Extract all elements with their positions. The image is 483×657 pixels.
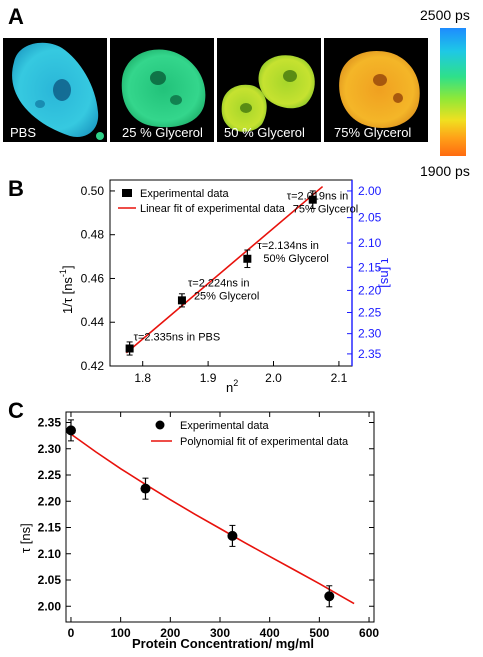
y2-tick-label: 2.15	[358, 260, 382, 274]
microscopy-image-25-glycerol: 25 % Glycerol	[110, 38, 214, 142]
y2-tick-label: 2.20	[358, 283, 382, 297]
chart-b: 0.42 0.44 0.46 0.48 0.50 2.00 2.05 2.10 2.15 2.2…	[58, 179, 393, 395]
image-label-50-glycerol: 50 % Glycerol	[224, 125, 305, 140]
x-tick-label: 200	[160, 626, 180, 640]
data-point	[243, 254, 252, 263]
y2-tick-label: 2.25	[358, 306, 382, 320]
microscopy-image-pbs: PBS	[3, 38, 107, 142]
y-tick-label: 2.25	[38, 468, 62, 482]
y-tick-label: 0.42	[81, 359, 105, 373]
legend-polynomial-fit: Polynomial fit of experimental data	[180, 436, 349, 448]
x-tick-label: 600	[359, 626, 379, 640]
polynomial-fit-curve	[70, 433, 355, 605]
image-label-pbs: PBS	[10, 125, 36, 140]
data-point	[140, 483, 151, 494]
panel-c-letter: C	[8, 398, 24, 423]
y2-tick-label: 2.10	[358, 236, 382, 250]
panel-b-letter: B	[8, 176, 24, 201]
chart-c: 2.00 2.05 2.10 2.15 2.20 2.25 2.30 2.35 0 100 200…	[18, 411, 379, 651]
lifetime-annotation-condition: 50% Glycerol	[263, 253, 328, 265]
data-point	[177, 296, 186, 305]
chart-c-x-axis-title: Protein Concentration/ mg/ml	[132, 636, 314, 651]
x-tick-label: 0	[68, 626, 75, 640]
y-tick-label: 2.35	[38, 416, 62, 430]
y-tick-label: 2.00	[38, 599, 62, 613]
x-tick-label: 500	[309, 626, 329, 640]
image-label-75-glycerol: 75% Glycerol	[334, 125, 411, 140]
chart-b-right-axis-title: τ [ns]	[378, 258, 393, 288]
x-tick-label: 300	[210, 626, 230, 640]
y-tick-label: 2.05	[38, 573, 62, 587]
chart-b-x-axis-title: n2	[226, 378, 238, 395]
microscopy-image-75-glycerol: 75% Glycerol	[324, 38, 428, 142]
data-point	[227, 530, 238, 541]
x-tick-label: 1.9	[200, 371, 217, 385]
x-tick-label: 1.8	[134, 371, 151, 385]
y-tick-label: 2.20	[38, 494, 62, 508]
data-point	[308, 195, 317, 204]
data-point	[65, 425, 76, 436]
chart-b-y-axis-title: 1/τ [ns-1]	[58, 265, 75, 314]
y-tick-label: 0.46	[81, 271, 105, 285]
data-point	[324, 591, 335, 602]
chart-c-y-axis-title: τ [ns]	[18, 523, 33, 553]
legend-experimental-data-c: Experimental data	[180, 420, 270, 432]
lifetime-annotation: τ=2.335ns in PBS	[134, 331, 221, 343]
legend-marker-square	[122, 189, 132, 197]
y2-tick-label: 2.30	[358, 327, 382, 341]
chart-b-legend: Experimental data Linear fit of experime…	[118, 188, 286, 215]
lifetime-annotation: τ=2.134ns in	[257, 240, 319, 252]
y-tick-label: 0.48	[81, 228, 105, 242]
x-tick-label: 2.1	[331, 371, 348, 385]
image-label-25-glycerol: 25 % Glycerol	[122, 125, 203, 140]
lifetime-annotation-condition: 75% Glycerol	[293, 204, 358, 216]
y-tick-label: 2.30	[38, 442, 62, 456]
x-tick-label: 100	[111, 626, 131, 640]
x-tick-label: 2.0	[265, 371, 282, 385]
y-tick-label: 2.15	[38, 521, 62, 535]
panel-a-letter: A	[8, 4, 24, 29]
lifetime-colorbar	[440, 28, 466, 156]
y-tick-label: 0.50	[81, 184, 105, 198]
colorbar-top-label: 2500 ps	[420, 7, 470, 23]
microscopy-image-50-glycerol: 50 % Glycerol	[217, 38, 321, 142]
colorbar-bottom-label: 1900 ps	[420, 163, 470, 179]
y2-tick-label: 2.05	[358, 211, 382, 225]
y2-tick-label: 2.35	[358, 347, 382, 361]
x-tick-label: 400	[260, 626, 280, 640]
y-tick-label: 0.44	[81, 315, 105, 329]
legend-experimental-data-b: Experimental data	[140, 188, 230, 200]
y2-tick-label: 2.00	[358, 184, 382, 198]
chart-c-legend: Experimental data Polynomial fit of expe…	[151, 420, 349, 448]
y-tick-label: 2.10	[38, 547, 62, 561]
lifetime-annotation: τ=2.019ns in	[287, 191, 349, 203]
lifetime-annotation-condition: 25% Glycerol	[194, 290, 259, 302]
linear-fit-line	[125, 185, 324, 354]
legend-marker-circle	[155, 420, 165, 430]
legend-linear-fit: Linear fit of experimental data	[140, 203, 286, 215]
data-point	[125, 344, 134, 353]
lifetime-annotation: τ=2.224ns in	[188, 277, 250, 289]
